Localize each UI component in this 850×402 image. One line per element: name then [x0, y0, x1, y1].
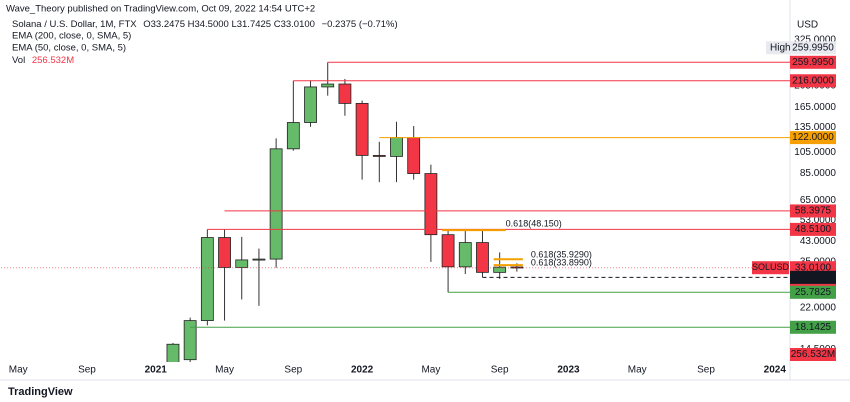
price-label-box	[790, 74, 836, 88]
candle-body	[269, 148, 283, 260]
indicator: EMA (50, close, 0, SMA, 5)	[12, 43, 126, 54]
price-label: 48.5100	[795, 224, 832, 235]
volume-label: Vol	[12, 55, 25, 66]
change: −0.2375 (−0.71%)	[322, 19, 398, 30]
candle-body	[252, 258, 266, 261]
candle-body	[183, 320, 197, 361]
candle-body	[424, 173, 438, 236]
price-label-box	[790, 204, 836, 218]
candle-body	[235, 259, 249, 268]
price-label: 25.7825	[795, 287, 832, 298]
y-tick-label: 85.0000	[800, 168, 837, 179]
price-label: 29.9500	[795, 272, 832, 283]
candle-body	[458, 242, 472, 268]
fib-label: 0.618(35.9290)	[531, 250, 592, 260]
badge-box	[766, 41, 836, 55]
price-label: 18.1425	[795, 322, 832, 333]
x-tick-label: Sep	[491, 365, 509, 376]
candle-body	[218, 237, 231, 268]
x-tick-label: 2024	[764, 365, 787, 376]
candle-body	[476, 242, 489, 273]
x-tick-label: 2021	[145, 365, 168, 376]
fib-label: 0.618(48.150)	[506, 219, 562, 229]
x-tick-label: May	[9, 365, 28, 376]
symbol-tag: SOLUSD	[752, 262, 790, 272]
volume-legend: Vol 256.532M	[12, 55, 74, 66]
x-tick-label: May	[215, 365, 234, 376]
candle-body	[338, 83, 352, 104]
badge-label: High	[770, 42, 791, 53]
x-tick-label: Sep	[78, 365, 96, 376]
candle-body	[286, 122, 300, 150]
candle-body	[355, 103, 369, 156]
candle-body	[166, 343, 180, 362]
x-tick-label: May	[628, 365, 647, 376]
candle-body	[372, 155, 386, 157]
price-label-box	[790, 131, 836, 145]
x-tick-label: 2023	[557, 365, 580, 376]
price-label-box	[790, 285, 836, 299]
x-tick-label: Sep	[697, 365, 715, 376]
symbol: Solana / U.S. Dollar, 1M, FTX	[12, 19, 137, 30]
candle-body	[321, 83, 335, 88]
plot-area	[166, 62, 524, 362]
y-tick-label: 65.0000	[800, 195, 837, 206]
volume-axis-label: 256.532M	[791, 349, 835, 360]
price-label: 216.0000	[792, 75, 834, 86]
x-tick-label: 2022	[351, 365, 374, 376]
candle-body	[441, 234, 455, 268]
symbol-tag-box	[752, 261, 789, 275]
price-label-box	[790, 320, 836, 334]
y-tick-label: 43.0000	[800, 236, 837, 247]
candle-body	[200, 237, 214, 322]
currency: USD	[797, 20, 818, 31]
credit: Wave_Theory published on TradingView.com…	[6, 4, 315, 15]
candle-body	[407, 137, 421, 174]
price-label: 259.9950	[792, 57, 834, 68]
price-label-box	[790, 270, 836, 284]
indicator: EMA (200, close, 0, SMA, 5)	[12, 31, 131, 42]
y-tick-label: 53.0000	[800, 215, 837, 226]
y-tick-label: 22.0000	[800, 303, 837, 314]
price-label-box	[790, 55, 836, 69]
price-label: 58.3975	[795, 206, 832, 217]
x-tick-label: Sep	[284, 365, 302, 376]
volume-box	[790, 348, 836, 361]
y-tick-label: 105.0000	[794, 147, 836, 158]
x-tick-label: May	[421, 365, 440, 376]
ohlc: O33.2475 H34.5000 L31.7425 C33.0100	[143, 19, 315, 30]
y-tick-label: 325.0000	[794, 35, 836, 46]
price-label: 122.0000	[792, 132, 834, 143]
candle-body	[510, 266, 524, 269]
candle-body	[493, 266, 507, 273]
price-label-box	[790, 222, 836, 236]
price-label: 33.0100	[795, 262, 832, 273]
volume-value: 256.532M	[32, 55, 74, 66]
footer-logo: TradingView	[8, 386, 73, 398]
candle-body	[390, 137, 403, 157]
y-tick-label: 165.0000	[794, 102, 836, 113]
fib-label: 0.618(33.8990)	[531, 257, 592, 267]
symbol-line: Solana / U.S. Dollar, 1M, FTX O33.2475 H…	[12, 19, 398, 30]
badge-value: 259.9950	[792, 42, 834, 53]
candle-body	[304, 86, 317, 123]
y-tick-label: 135.0000	[794, 122, 836, 133]
